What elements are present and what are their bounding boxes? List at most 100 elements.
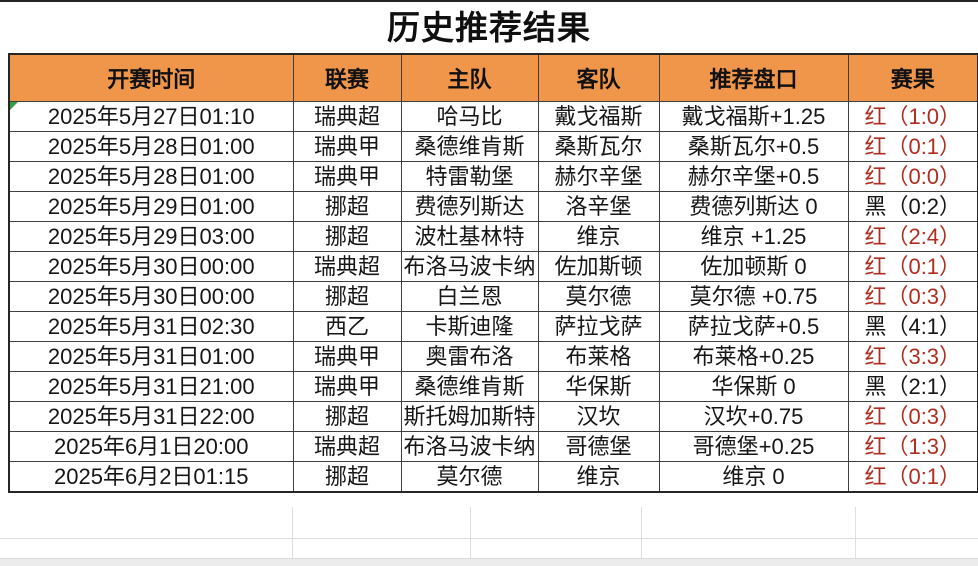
home-team-cell[interactable]: 布洛马波卡纳 (400, 250, 539, 282)
league-cell[interactable]: 瑞典超 (292, 100, 402, 132)
home-team-cell[interactable]: 波杜基林特 (400, 220, 539, 252)
match-time-cell[interactable]: 2025年6月1日20:00 (8, 430, 294, 462)
away-team-cell[interactable]: 维京 (537, 460, 660, 492)
result-cell[interactable]: 红（0:1） (847, 130, 978, 162)
home-team-cell[interactable]: 费德列斯达 (400, 190, 539, 222)
handicap-cell[interactable]: 莫尔德 +0.75 (658, 280, 849, 312)
handicap-cell[interactable]: 萨拉戈萨+0.5 (658, 310, 849, 342)
home-team-cell[interactable]: 斯托姆加斯特 (400, 400, 539, 432)
away-team-cell[interactable]: 布莱格 (537, 340, 660, 372)
result-cell[interactable]: 红（0:0） (847, 160, 978, 192)
match-time-cell[interactable]: 2025年6月2日01:15 (8, 460, 294, 492)
away-team-cell[interactable]: 萨拉戈萨 (537, 310, 660, 342)
result-cell[interactable]: 红（2:4） (847, 220, 978, 252)
gridline-horizontal (0, 538, 978, 539)
handicap-cell[interactable]: 哥德堡+0.25 (658, 430, 849, 462)
gridline-vertical (641, 507, 642, 558)
handicap-cell[interactable]: 华保斯 0 (658, 370, 849, 402)
col-header-away-team[interactable]: 客队 (537, 53, 660, 102)
table-row: 2025年5月29日01:00 挪超 费德列斯达 洛辛堡 费德列斯达 0 黑（0:2） (8, 190, 978, 222)
league-cell[interactable]: 瑞典甲 (292, 160, 402, 192)
col-header-home-team[interactable]: 主队 (400, 53, 539, 102)
away-team-cell[interactable]: 华保斯 (537, 370, 660, 402)
home-team-cell[interactable]: 哈马比 (400, 100, 539, 132)
away-team-cell[interactable]: 桑斯瓦尔 (537, 130, 660, 162)
result-cell[interactable]: 红（0:1） (847, 460, 978, 492)
league-cell[interactable]: 挪超 (292, 220, 402, 252)
handicap-cell[interactable]: 桑斯瓦尔+0.5 (658, 130, 849, 162)
match-time-cell[interactable]: 2025年5月28日01:00 (8, 160, 294, 192)
table-body: 2025年5月27日01:10 瑞典超 哈马比 戴戈福斯 戴戈福斯+1.25 红（1:0）… (8, 100, 978, 492)
result-cell[interactable]: 红（0:3） (847, 280, 978, 312)
result-cell[interactable]: 红（1:0） (847, 100, 978, 132)
home-team-cell[interactable]: 桑德维肯斯 (400, 370, 539, 402)
away-team-cell[interactable]: 戴戈福斯 (537, 100, 660, 132)
away-team-cell[interactable]: 维京 (537, 220, 660, 252)
match-time-cell[interactable]: 2025年5月31日21:00 (8, 370, 294, 402)
col-header-result[interactable]: 赛果 (847, 53, 978, 102)
away-team-cell[interactable]: 洛辛堡 (537, 190, 660, 222)
handicap-cell[interactable]: 汉坎+0.75 (658, 400, 849, 432)
handicap-cell[interactable]: 布莱格+0.25 (658, 340, 849, 372)
table-row: 2025年6月1日20:00 瑞典超 布洛马波卡纳 哥德堡 哥德堡+0.25 红（1:3） (8, 430, 978, 462)
league-cell[interactable]: 挪超 (292, 190, 402, 222)
result-cell[interactable]: 红（0:3） (847, 400, 978, 432)
match-time-cell[interactable]: 2025年5月28日01:00 (8, 130, 294, 162)
result-cell[interactable]: 红（3:3） (847, 340, 978, 372)
home-team-cell[interactable]: 布洛马波卡纳 (400, 430, 539, 462)
handicap-cell[interactable]: 维京 0 (658, 460, 849, 492)
match-time-cell[interactable]: 2025年5月30日00:00 (8, 250, 294, 282)
league-cell[interactable]: 挪超 (292, 400, 402, 432)
gridline-vertical (470, 507, 471, 558)
home-team-cell[interactable]: 莫尔德 (400, 460, 539, 492)
col-header-league[interactable]: 联赛 (292, 53, 402, 102)
gridline-vertical (855, 507, 856, 558)
home-team-cell[interactable]: 桑德维肯斯 (400, 130, 539, 162)
home-team-cell[interactable]: 奥雷布洛 (400, 340, 539, 372)
away-team-cell[interactable]: 汉坎 (537, 400, 660, 432)
home-team-cell[interactable]: 特雷勒堡 (400, 160, 539, 192)
away-team-cell[interactable]: 佐加斯顿 (537, 250, 660, 282)
match-time-cell[interactable]: 2025年5月29日01:00 (8, 190, 294, 222)
table-header-row: 开赛时间 联赛 主队 客队 推荐盘口 赛果 (8, 53, 978, 102)
away-team-cell[interactable]: 赫尔辛堡 (537, 160, 660, 192)
match-time-cell[interactable]: 2025年5月31日02:30 (8, 310, 294, 342)
result-cell[interactable]: 黑（4:1） (847, 310, 978, 342)
table-row: 2025年5月30日00:00 瑞典超 布洛马波卡纳 佐加斯顿 佐加顿斯 0 红（0:1） (8, 250, 978, 282)
away-team-cell[interactable]: 哥德堡 (537, 430, 660, 462)
result-cell[interactable]: 黑（2:1） (847, 370, 978, 402)
table-row: 2025年5月31日21:00 瑞典甲 桑德维肯斯 华保斯 华保斯 0 黑（2:1） (8, 370, 978, 402)
page-title: 历史推荐结果 (387, 9, 591, 46)
league-cell[interactable]: 瑞典超 (292, 250, 402, 282)
handicap-cell[interactable]: 费德列斯达 0 (658, 190, 849, 222)
match-time-cell[interactable]: 2025年5月30日00:00 (8, 280, 294, 312)
handicap-cell[interactable]: 佐加顿斯 0 (658, 250, 849, 282)
league-cell[interactable]: 挪超 (292, 280, 402, 312)
match-time-cell[interactable]: 2025年5月29日03:00 (8, 220, 294, 252)
league-cell[interactable]: 瑞典甲 (292, 130, 402, 162)
gridline-horizontal (0, 558, 978, 559)
home-team-cell[interactable]: 卡斯迪隆 (400, 310, 539, 342)
home-team-cell[interactable]: 白兰恩 (400, 280, 539, 312)
away-team-cell[interactable]: 莫尔德 (537, 280, 660, 312)
result-cell[interactable]: 红（0:1） (847, 250, 978, 282)
result-cell[interactable]: 黑（0:2） (847, 190, 978, 222)
table-row: 2025年5月28日01:00 瑞典甲 特雷勒堡 赫尔辛堡 赫尔辛堡+0.5 红（0:0） (8, 160, 978, 192)
results-table: 开赛时间 联赛 主队 客队 推荐盘口 赛果 2025年5月27日01:10 瑞典超… (8, 53, 978, 493)
bottom-gray-band (0, 559, 978, 566)
league-cell[interactable]: 挪超 (292, 460, 402, 492)
col-header-start-time[interactable]: 开赛时间 (8, 53, 294, 102)
handicap-cell[interactable]: 维京 +1.25 (658, 220, 849, 252)
result-cell[interactable]: 红（1:3） (847, 430, 978, 462)
handicap-cell[interactable]: 赫尔辛堡+0.5 (658, 160, 849, 192)
match-time-cell[interactable]: 2025年5月27日01:10 (8, 100, 294, 132)
match-time-cell[interactable]: 2025年5月31日01:00 (8, 340, 294, 372)
match-time-cell[interactable]: 2025年5月31日22:00 (8, 400, 294, 432)
handicap-cell[interactable]: 戴戈福斯+1.25 (658, 100, 849, 132)
league-cell[interactable]: 瑞典超 (292, 430, 402, 462)
league-cell[interactable]: 西乙 (292, 310, 402, 342)
league-cell[interactable]: 瑞典甲 (292, 340, 402, 372)
league-cell[interactable]: 瑞典甲 (292, 370, 402, 402)
col-header-handicap[interactable]: 推荐盘口 (658, 53, 849, 102)
